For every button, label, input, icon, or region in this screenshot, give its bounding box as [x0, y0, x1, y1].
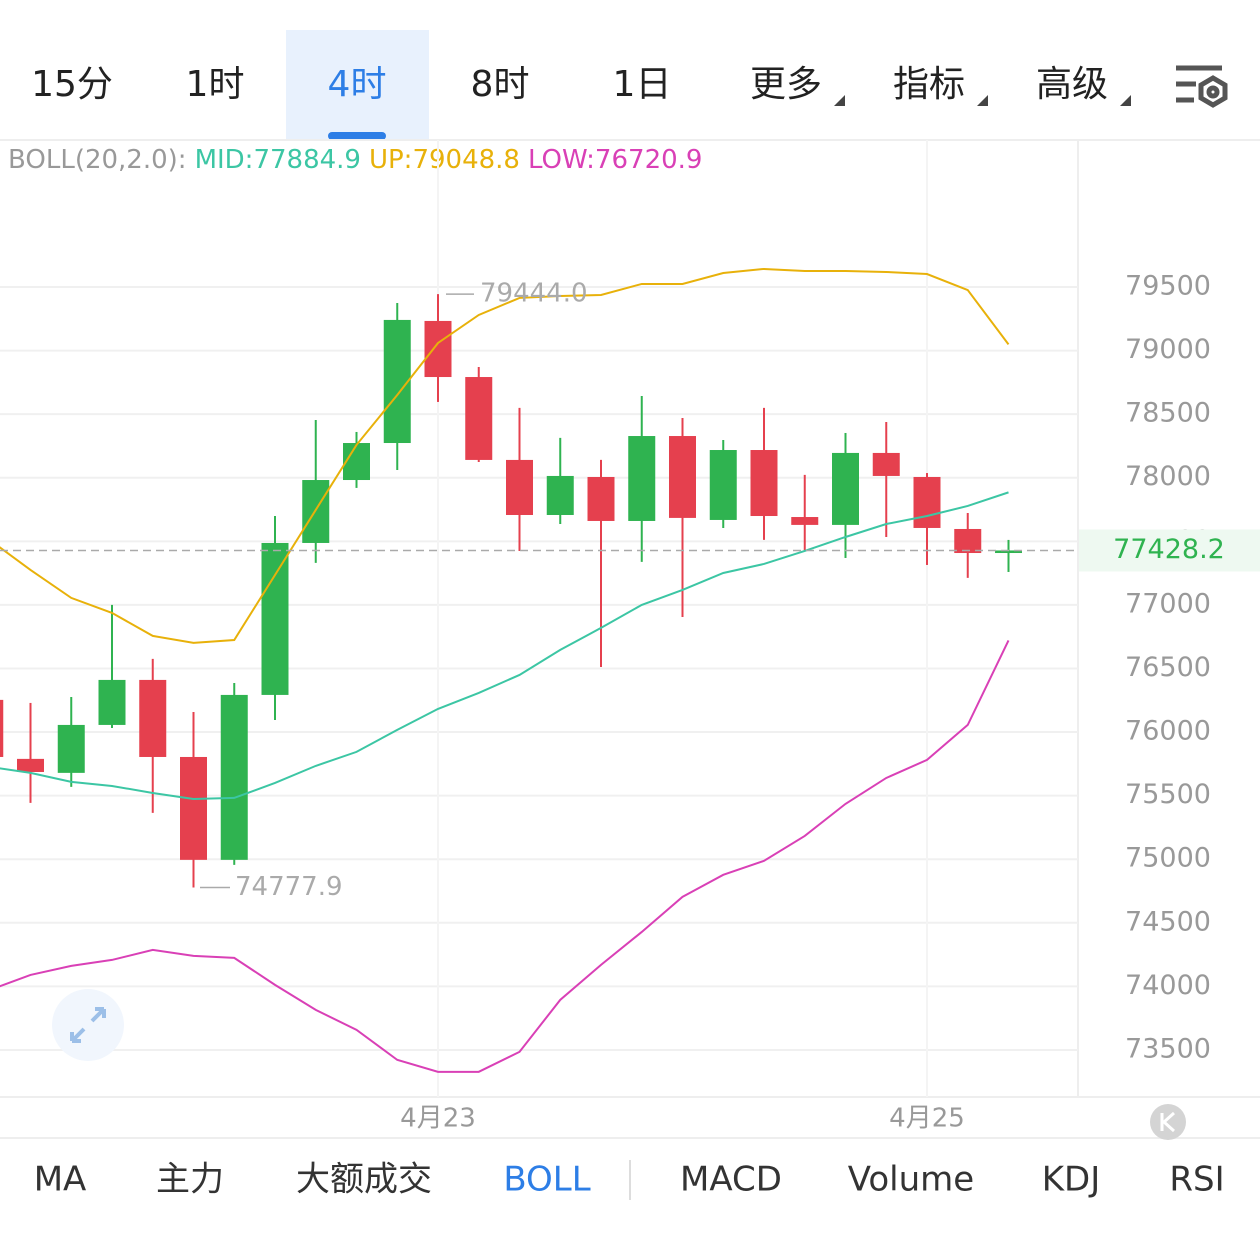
candle-body	[17, 758, 44, 772]
max-label: 79444.0	[480, 279, 588, 309]
indicator-tab[interactable]: BOLL	[503, 1160, 590, 1200]
y-tick-label: 79000	[1125, 334, 1211, 365]
candle-body	[587, 476, 615, 521]
y-tick-label: 74500	[1125, 906, 1211, 937]
candle-body	[220, 694, 248, 860]
indicator-line	[0, 267, 1010, 644]
y-tick-label: 76500	[1125, 652, 1211, 683]
settings-icon[interactable]	[1176, 65, 1228, 108]
candle-body	[995, 550, 1022, 554]
axis: 73500 74000 74500 75000 75500 76000 76500 77000…	[400, 270, 1260, 1134]
plot: 79444.0 74777.9	[0, 267, 1078, 1073]
tab-active-bg	[286, 30, 429, 140]
candle-body	[180, 756, 207, 860]
candle-body	[628, 436, 656, 521]
candle-body	[913, 476, 941, 528]
legend-entry: UP:79048.8	[369, 145, 520, 175]
legend-entry: MID:77884.9	[195, 145, 361, 175]
y-tick-label: 76000	[1125, 716, 1211, 747]
grid	[0, 140, 1078, 1097]
tab[interactable]: 更多	[750, 64, 822, 105]
y-tick-label: 75000	[1125, 843, 1211, 874]
y-tick-label: 74000	[1125, 970, 1211, 1001]
indicator-line	[0, 639, 1010, 1073]
candle-body	[343, 443, 370, 481]
min-label: 74777.9	[235, 872, 343, 902]
candle-body	[57, 724, 85, 773]
indicator-tab[interactable]: MACD	[680, 1160, 782, 1200]
y-tick-label: 79500	[1125, 270, 1211, 301]
dropdown-arrow	[977, 95, 988, 106]
indicator-tab[interactable]: 主力	[156, 1160, 224, 1200]
y-tick-label: 77000	[1125, 588, 1211, 619]
tab[interactable]: 1时	[186, 64, 245, 105]
x-tick-label: 4月23	[400, 1104, 476, 1134]
y-tick-label: 78500	[1125, 398, 1211, 429]
x-tick-label: 4月25	[889, 1104, 965, 1134]
indicator-tab[interactable]: Volume	[848, 1160, 974, 1200]
indicator-tab[interactable]: MA	[34, 1160, 87, 1200]
y-tick-label: 75500	[1125, 779, 1211, 810]
last-price-box	[1079, 529, 1260, 572]
indicator-tab[interactable]: KDJ	[1042, 1160, 1101, 1200]
candle-body	[709, 450, 737, 520]
candle-body	[669, 436, 696, 518]
legend-label: BOLL(20,2.0):	[8, 145, 187, 175]
tab-indicator	[328, 132, 386, 140]
y-tick-label: 78000	[1125, 461, 1211, 492]
candle-body	[0, 699, 4, 757]
expand-button[interactable]	[52, 989, 124, 1061]
tab[interactable]: 8时	[471, 64, 530, 105]
tab[interactable]: 高级	[1036, 64, 1108, 105]
last-price-label: 77428.2	[1113, 534, 1225, 565]
tab[interactable]: 15分	[31, 64, 113, 105]
candle-body	[424, 320, 452, 378]
candle-body	[872, 452, 900, 476]
candle-body	[139, 679, 167, 757]
candle-body	[383, 319, 411, 444]
indicator-tab[interactable]: 大额成交	[296, 1160, 432, 1200]
dropdown-arrow	[834, 95, 845, 106]
collapse-button[interactable]	[1150, 1104, 1186, 1140]
candle-body	[506, 459, 533, 515]
candle-body	[791, 517, 819, 525]
y-tick-label: 73500	[1125, 1033, 1211, 1064]
candle-body	[546, 475, 574, 515]
candle-body	[832, 452, 859, 525]
tab[interactable]: 指标	[893, 64, 965, 105]
indicator-line	[0, 491, 1009, 800]
candle-body	[465, 377, 493, 460]
legend-entry: LOW:76720.9	[528, 145, 702, 175]
indicator-tab[interactable]: RSI	[1169, 1160, 1224, 1200]
candle-body	[261, 542, 289, 695]
tab[interactable]: 4时	[328, 64, 387, 105]
indicator-legend: BOLL(20,2.0): MID:77884.9 UP:79048.8 LOW:76…	[8, 145, 702, 175]
candle-body	[98, 679, 126, 725]
dropdown-arrow	[1120, 95, 1131, 106]
candle-body	[954, 528, 982, 554]
tab[interactable]: 1日	[613, 64, 672, 105]
candle-body	[750, 450, 778, 517]
